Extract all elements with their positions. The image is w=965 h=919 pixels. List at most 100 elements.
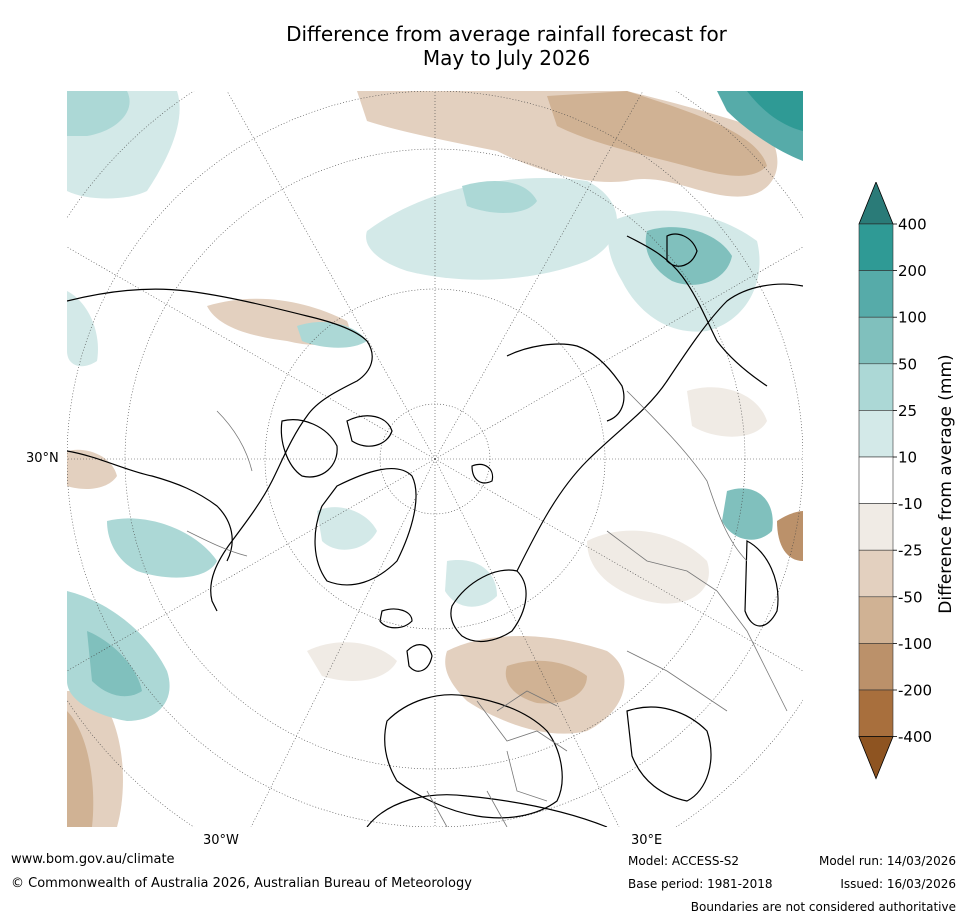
colorbar-extend-min <box>858 736 894 780</box>
wet-region-north-america-west <box>67 291 98 367</box>
coast-svalbard <box>471 463 494 484</box>
coast-british-isles <box>406 644 433 672</box>
dry-region-pacific-sw-core <box>67 711 94 827</box>
coast-africa-north <box>366 794 608 827</box>
colorbar-tick-label: -50 <box>898 588 923 606</box>
colorbar-tick-label: -100 <box>898 635 932 653</box>
wet-region-north-pacific-core <box>462 181 537 213</box>
country-borders <box>186 390 788 827</box>
colorbar-tick-label: -10 <box>898 495 923 513</box>
footer-issued: Issued: 16/03/2026 <box>840 877 956 891</box>
border-europe-3 <box>506 750 548 802</box>
longitude-label-30e: 30°E <box>631 833 663 848</box>
colorbar-segment <box>858 643 894 691</box>
colorbar: 400 200 100 50 25 10 -10 -25 -50 -100 -200 -400 <box>855 180 965 787</box>
rainfall-anomaly-map <box>67 91 803 827</box>
wet-anomaly-regions <box>67 91 803 721</box>
border-us-mexico <box>186 530 248 557</box>
coast-alaska <box>67 450 233 562</box>
dry-region-siberia-east <box>687 387 767 437</box>
border-russia-china <box>626 390 748 562</box>
graticule <box>67 91 803 827</box>
dry-region-north-pacific-core <box>547 91 767 176</box>
coast-middle-east <box>626 706 712 802</box>
coast-japan <box>666 233 698 267</box>
colorbar-segment <box>858 316 894 365</box>
colorbar-tick-label: 400 <box>898 216 927 234</box>
colorbar-segment <box>858 503 894 551</box>
footer-base-period: Base period: 1981-2018 <box>628 877 773 891</box>
border-kazakhstan <box>606 530 718 592</box>
meridian-60w <box>67 458 436 672</box>
colorbar-extend-max <box>858 180 894 225</box>
colorbar-tick-label: 200 <box>898 262 927 280</box>
meridian-150w <box>226 91 436 460</box>
colorbar-tick-label: 10 <box>898 449 917 467</box>
meridian-30e <box>434 458 620 827</box>
wet-region-india <box>722 488 773 540</box>
colorbar-segment <box>858 363 894 411</box>
title-line-1: Difference from average rainfall forecas… <box>286 22 727 46</box>
colorbar-tick-label: -400 <box>898 728 932 746</box>
coast-india <box>744 540 779 627</box>
dry-region-china <box>777 511 803 561</box>
coast-arctic-islands <box>346 415 393 447</box>
coast-north-america <box>67 288 373 612</box>
colorbar-segment <box>858 689 894 737</box>
coast-scandinavia <box>450 569 527 643</box>
coast-eurasia-north <box>516 283 803 572</box>
wet-region-eastern-pacific-core <box>87 631 142 697</box>
border-west-africa <box>426 790 448 827</box>
colorbar-tick-label: 100 <box>898 309 927 327</box>
coast-hudson-bay <box>280 419 338 478</box>
meridian-120w <box>67 246 436 460</box>
wet-region-west-siberia <box>297 321 367 348</box>
colorbar-tick-label: -200 <box>898 682 932 700</box>
colorbar-segment <box>858 596 894 644</box>
meridian-30w <box>250 458 436 827</box>
coast-siberia <box>506 343 625 422</box>
colorbar-tick-label: -25 <box>898 542 923 560</box>
border-middle-east <box>626 650 728 712</box>
border-europe-1 <box>476 700 568 752</box>
footer-copyright: © Commonwealth of Australia 2026, Austra… <box>11 876 472 891</box>
dry-anomaly-regions <box>67 91 803 827</box>
wet-region-west-pacific-core <box>67 91 130 136</box>
dry-region-north-atlantic <box>307 642 397 681</box>
colorbar-segment <box>858 549 894 598</box>
colorbar-ticks: 400 200 100 50 25 10 -10 -25 -50 -100 -200 -400 <box>893 216 932 746</box>
coast-iceland <box>379 608 413 629</box>
colorbar-segment <box>858 410 894 458</box>
latitude-circle-60 <box>264 288 606 630</box>
colorbar-segment <box>858 223 894 271</box>
footer-website[interactable]: www.bom.gov.au/climate <box>11 852 175 867</box>
colorbar-svg: 400 200 100 50 25 10 -10 -25 -50 -100 -200 -400 <box>858 180 932 780</box>
colorbar-tick-label: 25 <box>898 402 917 420</box>
footer-disclaimer: Boundaries are not considered authoritat… <box>690 900 956 914</box>
chart-title: Difference from average rainfall forecas… <box>0 22 965 70</box>
wet-region-scandinavia <box>445 560 497 607</box>
colorbar-segment <box>858 456 894 504</box>
wet-region-northeast-pacific-core <box>747 91 803 131</box>
dry-region-alaska-west <box>67 449 117 489</box>
coastlines <box>67 233 803 827</box>
border-asia-south <box>716 590 788 712</box>
latitude-label-30n: 30°N <box>26 451 59 466</box>
coast-europe <box>384 694 563 819</box>
dry-region-central-asia <box>587 530 709 604</box>
border-canada-us <box>216 410 253 472</box>
colorbar-segments <box>858 180 894 780</box>
colorbar-tick-label: 50 <box>898 355 917 373</box>
coast-greenland <box>314 468 417 586</box>
longitude-label-30w: 30°W <box>203 833 239 848</box>
wet-region-greenland-east <box>317 507 377 550</box>
colorbar-title: Difference from average (mm) <box>936 354 956 614</box>
wet-region-north-pacific <box>366 178 617 280</box>
map-canvas <box>67 91 803 827</box>
footer-model: Model: ACCESS-S2 <box>628 854 740 868</box>
border-europe-2 <box>496 690 558 712</box>
footer-model-run: Model run: 14/03/2026 <box>818 854 956 868</box>
title-line-2: May to July 2026 <box>422 46 591 70</box>
colorbar-segment <box>858 270 894 318</box>
border-north-africa <box>486 790 508 827</box>
